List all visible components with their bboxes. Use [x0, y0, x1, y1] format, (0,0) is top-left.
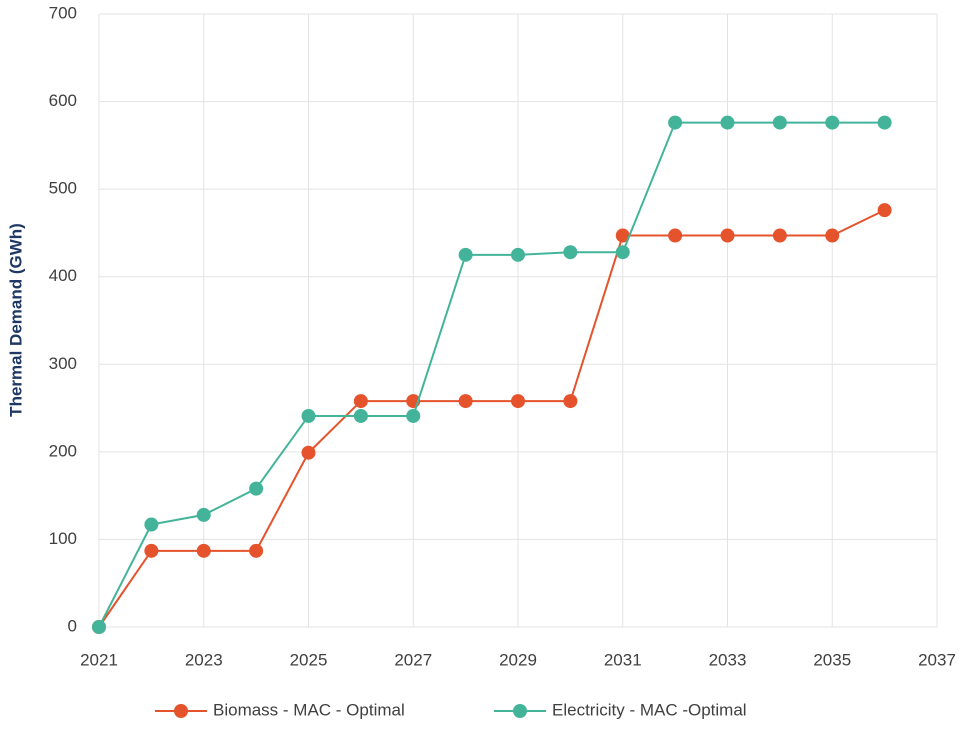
series-line: [98, 209, 886, 628]
data-point: [825, 228, 840, 243]
data-point: [196, 543, 211, 558]
data-point: [301, 408, 316, 423]
legend-label: Biomass - MAC - Optimal: [213, 700, 405, 719]
data-point: [511, 394, 525, 409]
data-point: [720, 115, 735, 130]
y-tick-label: 500: [49, 179, 77, 198]
legend-marker: [174, 704, 188, 718]
x-tick-label: 2029: [499, 650, 537, 669]
x-tick-label: 2025: [290, 650, 328, 669]
y-tick-label: 400: [49, 266, 77, 285]
data-point: [353, 394, 368, 409]
x-tick-label: 2027: [394, 650, 432, 669]
y-axis-label: Thermal Demand (GWh): [6, 223, 25, 417]
data-point: [615, 228, 630, 243]
data-point: [877, 115, 892, 130]
data-point: [563, 245, 578, 260]
data-point: [301, 445, 316, 460]
data-point: [249, 543, 264, 558]
data-point: [458, 394, 473, 409]
x-tick-label: 2023: [185, 650, 223, 669]
data-point: [877, 203, 892, 218]
data-point: [563, 394, 578, 409]
y-tick-label: 100: [49, 529, 77, 548]
y-tick-label: 200: [49, 441, 77, 460]
data-point: [92, 620, 106, 634]
legend-label: Electricity - MAC -Optimal: [552, 700, 747, 719]
data-point: [196, 507, 211, 522]
y-tick-label: 0: [68, 616, 77, 635]
data-point: [615, 245, 630, 260]
data-point: [144, 543, 159, 558]
data-point: [772, 228, 787, 243]
data-point: [353, 408, 368, 423]
data-point: [249, 481, 264, 496]
y-tick-label: 300: [49, 354, 77, 373]
y-tick-label: 700: [49, 3, 77, 22]
y-tick-label: 600: [49, 91, 77, 110]
data-point: [772, 115, 787, 130]
x-tick-label: 2033: [709, 650, 747, 669]
legend-marker: [513, 704, 527, 718]
x-tick-label: 2031: [604, 650, 642, 669]
data-point: [406, 408, 421, 423]
data-point: [458, 247, 473, 262]
data-point: [825, 115, 840, 130]
data-point: [511, 247, 525, 262]
x-tick-label: 2035: [813, 650, 851, 669]
series-line: [98, 121, 885, 628]
x-tick-label: 2021: [80, 650, 118, 669]
x-tick-label: 2037: [918, 650, 956, 669]
data-point: [144, 517, 159, 532]
data-point: [668, 115, 683, 130]
data-point: [720, 228, 735, 243]
data-point: [668, 228, 683, 243]
